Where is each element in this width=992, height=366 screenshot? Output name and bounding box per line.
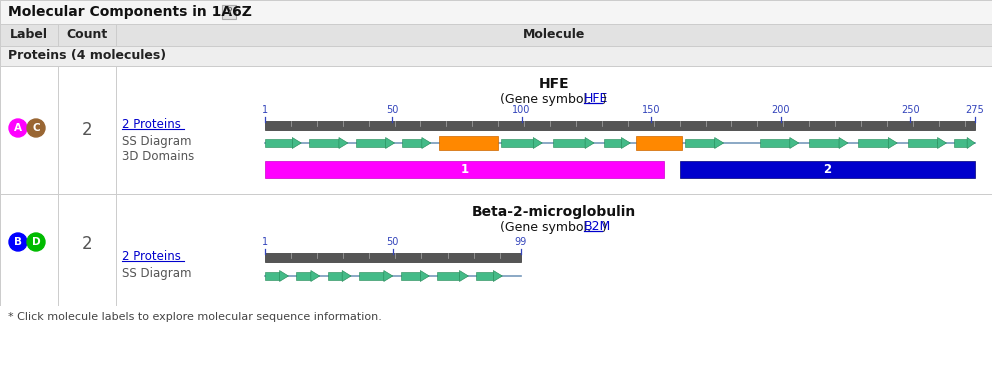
Text: 200: 200	[772, 105, 790, 115]
Polygon shape	[839, 138, 848, 149]
Bar	[359, 272, 384, 280]
Text: SS Diagram: SS Diagram	[122, 268, 191, 280]
Bar	[327, 272, 342, 280]
Bar	[265, 121, 975, 130]
Bar	[0, 0, 992, 24]
Polygon shape	[339, 138, 348, 149]
Text: 1: 1	[460, 163, 468, 176]
Text: HFE: HFE	[584, 93, 608, 105]
Text: 2: 2	[823, 163, 831, 176]
Text: 99: 99	[515, 237, 527, 247]
Bar	[858, 139, 888, 147]
Polygon shape	[421, 270, 430, 281]
Bar	[0, 306, 992, 366]
Bar	[401, 272, 421, 280]
Text: Proteins (4 molecules): Proteins (4 molecules)	[8, 49, 166, 63]
Text: B2M: B2M	[584, 220, 611, 234]
Polygon shape	[459, 270, 468, 281]
Bar	[0, 194, 992, 306]
Text: Beta-2-microglobulin: Beta-2-microglobulin	[472, 205, 636, 219]
Bar	[954, 139, 967, 147]
Polygon shape	[342, 270, 351, 281]
Bar	[310, 139, 339, 147]
Text: Molecular Components in 1A6Z: Molecular Components in 1A6Z	[8, 5, 252, 19]
Polygon shape	[493, 270, 502, 281]
Text: 1: 1	[262, 237, 268, 247]
Text: 2: 2	[81, 235, 92, 253]
Polygon shape	[714, 138, 723, 149]
Polygon shape	[386, 138, 395, 149]
Polygon shape	[422, 138, 431, 149]
Text: C: C	[32, 123, 40, 133]
Text: ?: ?	[226, 7, 232, 17]
Bar	[437, 272, 459, 280]
Text: 100: 100	[512, 105, 531, 115]
Text: 2 Proteins: 2 Proteins	[122, 250, 181, 262]
Text: 150: 150	[642, 105, 661, 115]
Bar	[809, 139, 839, 147]
Text: 1: 1	[262, 105, 268, 115]
Bar	[265, 161, 664, 178]
Polygon shape	[790, 138, 799, 149]
Text: Molecule: Molecule	[523, 29, 585, 41]
Text: HFE: HFE	[539, 77, 569, 91]
Bar	[553, 139, 585, 147]
Polygon shape	[534, 138, 543, 149]
Bar	[265, 272, 280, 280]
Bar	[403, 139, 422, 147]
Text: (Gene symbol:: (Gene symbol:	[500, 93, 595, 105]
Bar	[0, 46, 992, 66]
Circle shape	[9, 119, 27, 137]
Polygon shape	[888, 138, 897, 149]
Bar	[636, 136, 682, 150]
Bar	[297, 272, 310, 280]
Polygon shape	[967, 138, 975, 149]
Text: B: B	[14, 237, 22, 247]
Text: ): )	[602, 93, 607, 105]
Text: 250: 250	[901, 105, 920, 115]
Circle shape	[9, 233, 27, 251]
Text: SS Diagram: SS Diagram	[122, 135, 191, 149]
Bar	[265, 139, 293, 147]
Text: 50: 50	[387, 237, 399, 247]
Polygon shape	[384, 270, 393, 281]
Bar	[265, 253, 521, 262]
Text: A: A	[14, 123, 22, 133]
Bar	[684, 139, 714, 147]
Bar	[680, 161, 975, 178]
Polygon shape	[293, 138, 302, 149]
Polygon shape	[280, 270, 289, 281]
Bar	[760, 139, 790, 147]
Text: (Gene symbol:: (Gene symbol:	[500, 220, 595, 234]
Bar	[476, 272, 493, 280]
Text: 2 Proteins: 2 Proteins	[122, 117, 181, 131]
Bar	[501, 139, 534, 147]
Bar	[0, 66, 992, 194]
Polygon shape	[585, 138, 594, 149]
Polygon shape	[621, 138, 630, 149]
Text: Count: Count	[66, 29, 107, 41]
Text: ): )	[602, 220, 607, 234]
Circle shape	[27, 233, 45, 251]
Text: 2: 2	[81, 121, 92, 139]
Text: 50: 50	[386, 105, 398, 115]
Text: D: D	[32, 237, 41, 247]
Bar	[222, 5, 236, 19]
Text: 3D Domains: 3D Domains	[122, 149, 194, 163]
Bar	[438, 136, 498, 150]
Bar	[356, 139, 386, 147]
Bar	[908, 139, 937, 147]
Bar	[0, 24, 992, 46]
Text: * Click molecule labels to explore molecular sequence information.: * Click molecule labels to explore molec…	[8, 312, 382, 322]
Polygon shape	[310, 270, 319, 281]
Bar	[604, 139, 621, 147]
Text: Label: Label	[10, 29, 48, 41]
Text: 275: 275	[965, 105, 984, 115]
Circle shape	[27, 119, 45, 137]
Polygon shape	[937, 138, 946, 149]
